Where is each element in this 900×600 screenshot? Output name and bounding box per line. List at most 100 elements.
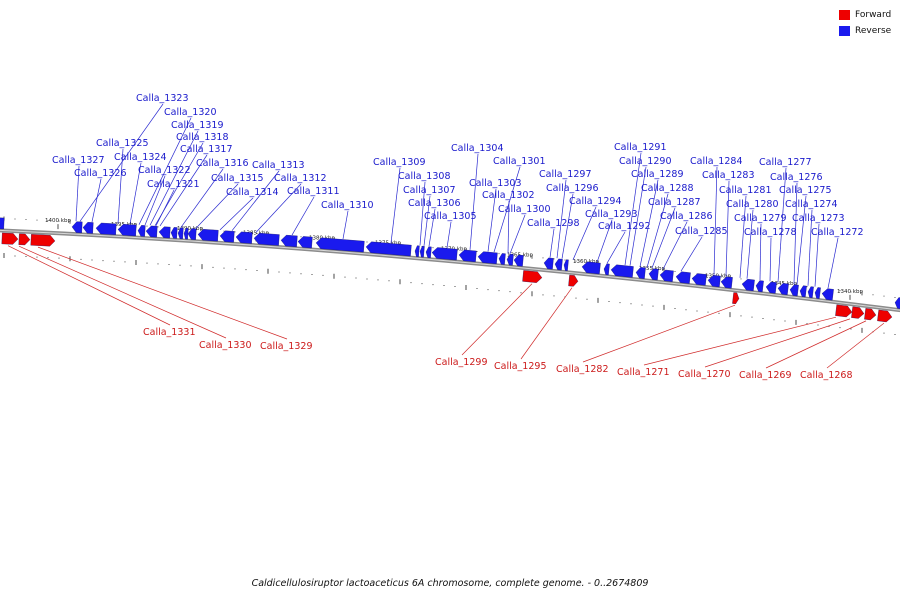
forward-gene-label[interactable]: Calla_1295 (494, 361, 546, 372)
reverse-gene-arrow[interactable] (659, 269, 674, 282)
forward-gene-label[interactable]: Calla_1331 (143, 327, 195, 338)
forward-gene-arrow[interactable] (851, 306, 865, 319)
forward-gene-label[interactable]: Calla_1282 (556, 364, 608, 375)
reverse-gene-label[interactable]: Calla_1288 (641, 183, 693, 194)
forward-gene-label[interactable]: Calla_1270 (678, 369, 730, 380)
reverse-gene-label[interactable]: Calla_1294 (569, 196, 621, 207)
forward-gene-arrow[interactable] (732, 292, 740, 305)
reverse-gene-label[interactable]: Calla_1298 (527, 218, 579, 229)
reverse-gene-arrow[interactable] (187, 228, 197, 240)
reverse-gene-label[interactable]: Calla_1303 (469, 178, 521, 189)
reverse-gene-arrow[interactable] (648, 268, 659, 281)
reverse-gene-arrow[interactable] (610, 264, 634, 278)
forward-gene-arrow[interactable] (877, 309, 893, 323)
reverse-gene-label[interactable]: Calla_1314 (226, 187, 278, 198)
reverse-gene-label[interactable]: Calla_1321 (147, 179, 199, 190)
reverse-gene-arrow[interactable] (814, 287, 821, 299)
reverse-gene-arrow[interactable] (720, 276, 733, 289)
reverse-gene-label[interactable]: Calla_1305 (424, 211, 476, 222)
reverse-gene-label[interactable]: Calla_1287 (648, 197, 700, 208)
reverse-gene-label[interactable]: Calla_1301 (493, 156, 545, 167)
reverse-gene-label[interactable]: Calla_1306 (408, 198, 460, 209)
reverse-gene-label[interactable]: Calla_1275 (779, 185, 831, 196)
reverse-gene-arrow[interactable] (71, 221, 83, 234)
reverse-gene-label[interactable]: Calla_1313 (252, 160, 304, 171)
forward-gene-arrow[interactable] (835, 304, 853, 318)
reverse-gene-label[interactable]: Calla_1297 (539, 169, 591, 180)
reverse-gene-arrow[interactable] (219, 230, 235, 243)
reverse-gene-label[interactable]: Calla_1320 (164, 107, 216, 118)
reverse-gene-label[interactable]: Calla_1327 (52, 155, 104, 166)
reverse-gene-label[interactable]: Calla_1286 (660, 211, 712, 222)
reverse-gene-label[interactable]: Calla_1284 (690, 156, 742, 167)
reverse-gene-label[interactable]: Calla_1311 (287, 186, 339, 197)
reverse-gene-arrow[interactable] (635, 267, 646, 279)
reverse-gene-arrow[interactable] (477, 251, 498, 265)
reverse-gene-arrow[interactable] (821, 288, 834, 301)
reverse-gene-label[interactable]: Calla_1293 (585, 209, 637, 220)
reverse-gene-label[interactable]: Calla_1273 (792, 213, 844, 224)
reverse-gene-arrow[interactable] (177, 227, 184, 240)
reverse-gene-arrow[interactable] (603, 263, 610, 276)
forward-gene-label[interactable]: Calla_1329 (260, 341, 312, 352)
reverse-gene-label[interactable]: Calla_1292 (598, 221, 650, 232)
reverse-gene-label[interactable]: Calla_1315 (211, 173, 263, 184)
forward-gene-label[interactable]: Calla_1269 (739, 370, 791, 381)
reverse-gene-arrow[interactable] (755, 280, 764, 293)
reverse-gene-label[interactable]: Calla_1300 (498, 204, 550, 215)
reverse-gene-arrow[interactable] (691, 273, 707, 286)
reverse-gene-label[interactable]: Calla_1280 (726, 199, 778, 210)
reverse-gene-arrow[interactable] (0, 217, 5, 230)
reverse-gene-arrow[interactable] (235, 231, 253, 244)
reverse-gene-arrow[interactable] (425, 246, 432, 259)
reverse-gene-label[interactable]: Calla_1326 (74, 168, 126, 179)
reverse-gene-arrow[interactable] (414, 245, 420, 257)
reverse-gene-label[interactable]: Calla_1276 (770, 172, 822, 183)
reverse-gene-label[interactable]: Calla_1283 (702, 170, 754, 181)
reverse-gene-arrow[interactable] (707, 275, 721, 288)
reverse-gene-arrow[interactable] (807, 286, 814, 299)
forward-gene-arrow[interactable] (18, 233, 31, 246)
reverse-gene-label[interactable]: Calla_1323 (136, 93, 188, 104)
reverse-gene-label[interactable]: Calla_1291 (614, 142, 666, 153)
reverse-gene-label[interactable]: Calla_1319 (171, 120, 223, 131)
reverse-gene-label[interactable]: Calla_1289 (631, 169, 683, 180)
reverse-gene-arrow[interactable] (506, 253, 514, 266)
reverse-gene-label[interactable]: Calla_1277 (759, 157, 811, 168)
reverse-gene-label[interactable]: Calla_1309 (373, 157, 425, 168)
reverse-gene-label[interactable]: Calla_1279 (734, 213, 786, 224)
forward-gene-label[interactable]: Calla_1268 (800, 370, 852, 381)
reverse-gene-arrow[interactable] (799, 285, 807, 298)
reverse-gene-arrow[interactable] (419, 245, 425, 258)
reverse-gene-label[interactable]: Calla_1312 (274, 173, 326, 184)
reverse-gene-label[interactable]: Calla_1278 (744, 227, 796, 238)
reverse-gene-label[interactable]: Calla_1322 (138, 165, 190, 176)
reverse-gene-label[interactable]: Calla_1316 (196, 158, 248, 169)
forward-gene-arrow[interactable] (864, 308, 877, 321)
reverse-gene-arrow[interactable] (170, 227, 178, 239)
forward-gene-label[interactable]: Calla_1330 (199, 340, 251, 351)
reverse-gene-label[interactable]: Calla_1290 (619, 156, 671, 167)
reverse-gene-label[interactable]: Calla_1308 (398, 171, 450, 182)
reverse-gene-arrow[interactable] (117, 224, 137, 237)
reverse-gene-arrow[interactable] (458, 249, 477, 263)
reverse-gene-label[interactable]: Calla_1272 (811, 227, 863, 238)
forward-gene-arrow[interactable] (568, 274, 579, 287)
reverse-gene-label[interactable]: Calla_1302 (482, 190, 534, 201)
reverse-gene-label[interactable]: Calla_1310 (321, 200, 373, 211)
reverse-gene-arrow[interactable] (554, 258, 563, 271)
forward-gene-label[interactable]: Calla_1299 (435, 357, 487, 368)
reverse-gene-label[interactable]: Calla_1324 (114, 152, 166, 163)
reverse-gene-arrow[interactable] (297, 236, 313, 249)
reverse-gene-arrow[interactable] (431, 247, 458, 261)
reverse-gene-arrow[interactable] (543, 257, 554, 270)
reverse-gene-arrow[interactable] (581, 261, 601, 275)
reverse-gene-label[interactable]: Calla_1307 (403, 185, 455, 196)
reverse-gene-arrow[interactable] (137, 225, 146, 237)
reverse-gene-arrow[interactable] (765, 281, 777, 294)
reverse-gene-label[interactable]: Calla_1281 (719, 185, 771, 196)
reverse-gene-label[interactable]: Calla_1317 (180, 144, 232, 155)
forward-gene-arrow[interactable] (1, 232, 19, 245)
forward-gene-arrow[interactable] (30, 234, 56, 247)
reverse-gene-arrow[interactable] (741, 278, 755, 292)
